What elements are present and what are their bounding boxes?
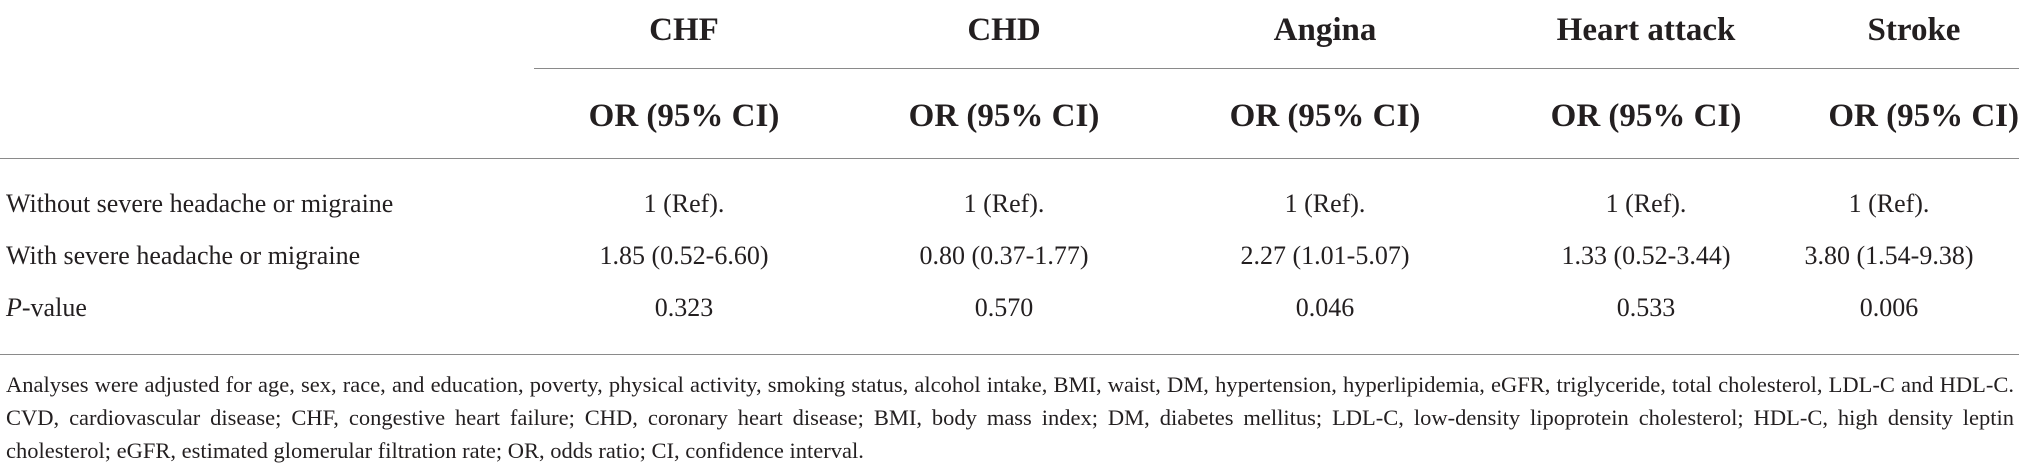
group-header-angina: Angina — [1273, 12, 1377, 48]
table-bottom-rule — [0, 354, 2019, 355]
table-row: Without severe headache or migraine 1 (R… — [0, 178, 2019, 230]
cell-chf: 1.85 (0.52-6.60) — [599, 241, 769, 270]
table-row: With severe headache or migraine 1.85 (0… — [0, 230, 2019, 282]
subheader-heart-attack: OR (95% CI) — [1550, 98, 1742, 134]
group-header-row: CHF CHD Angina Heart attack Stroke — [0, 0, 2019, 60]
cell-stroke: 0.006 — [1859, 293, 1919, 322]
group-header-chf: CHF — [649, 12, 719, 48]
row-label: With severe headache or migraine — [6, 241, 361, 270]
cell-heart-attack: 1 (Ref). — [1605, 189, 1687, 218]
group-header-stroke: Stroke — [1867, 12, 1961, 48]
cell-stroke: 1 (Ref). — [1848, 189, 1930, 218]
subheader-row: OR (95% CI) OR (95% CI) OR (95% CI) OR (… — [0, 86, 2019, 146]
cell-angina: 1 (Ref). — [1284, 189, 1366, 218]
group-header-chd: CHD — [967, 12, 1041, 48]
cell-chf: 1 (Ref). — [643, 189, 725, 218]
table-row: P-value 0.323 0.570 0.046 0.533 0.006 — [0, 282, 2019, 334]
cell-stroke: 3.80 (1.54-9.38) — [1804, 241, 1974, 270]
cell-chd: 0.570 — [974, 293, 1034, 322]
subheader-chf: OR (95% CI) — [588, 98, 780, 134]
table-footnote: Analyses were adjusted for age, sex, rac… — [6, 372, 2014, 463]
group-header-heart-attack: Heart attack — [1556, 12, 1736, 48]
cell-chf: 0.323 — [654, 293, 714, 322]
p-value-italic-label: P — [6, 293, 22, 322]
cell-chd: 1 (Ref). — [963, 189, 1045, 218]
cell-angina: 0.046 — [1295, 293, 1355, 322]
row-label: P-value — [6, 282, 87, 334]
row-label: Without severe headache or migraine — [6, 189, 394, 218]
subheader-chd: OR (95% CI) — [908, 98, 1100, 134]
subheader-angina: OR (95% CI) — [1229, 98, 1421, 134]
group-header-rule — [534, 68, 2019, 69]
cell-heart-attack: 0.533 — [1616, 293, 1676, 322]
cell-heart-attack: 1.33 (0.52-3.44) — [1561, 241, 1731, 270]
p-value-label-rest: -value — [21, 293, 87, 322]
cell-angina: 2.27 (1.01-5.07) — [1240, 241, 1410, 270]
cell-chd: 0.80 (0.37-1.77) — [919, 241, 1089, 270]
header-bottom-rule — [0, 158, 2019, 159]
subheader-stroke: OR (95% CI) — [1828, 98, 2019, 134]
